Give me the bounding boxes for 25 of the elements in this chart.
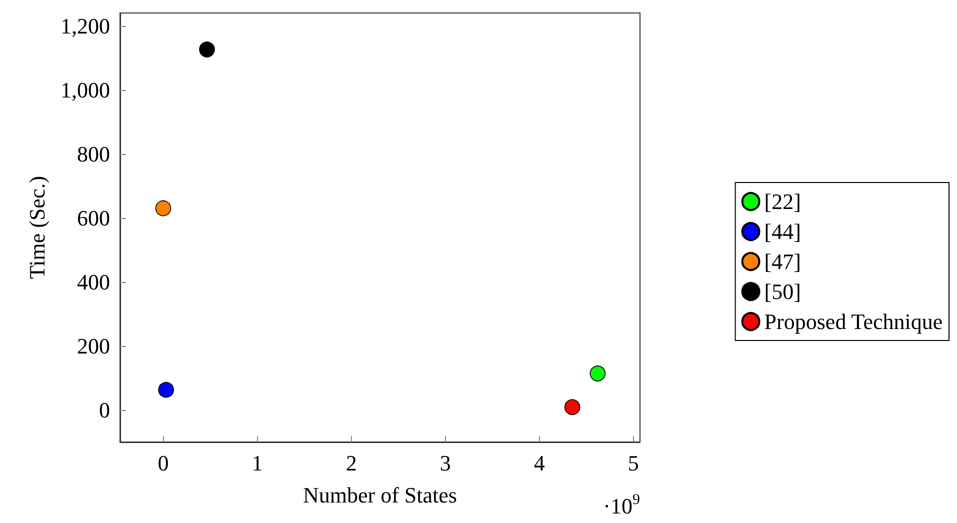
x-axis-title: Number of States (303, 482, 457, 508)
point (158, 382, 174, 398)
x-tick-label: 1 (252, 450, 263, 476)
y-tick-label: 400 (77, 269, 110, 294)
legend-label: Proposed Technique (764, 309, 943, 334)
x-tick-label: 2 (346, 450, 357, 476)
y-tick-label: 800 (77, 141, 110, 166)
x-tick-label: 4 (534, 450, 545, 476)
legend-label: [50] (764, 279, 801, 304)
x-tick-label: 5 (628, 450, 639, 476)
legend-label: [22] (764, 189, 801, 214)
y-tick-label: 600 (77, 205, 110, 230)
point (590, 366, 606, 382)
legend-label: [47] (764, 249, 801, 274)
point (199, 42, 215, 58)
legend-label: [44] (764, 219, 801, 244)
point (155, 200, 172, 216)
y-tick-label: 0 (99, 397, 110, 422)
y-tick-label: 1,000 (60, 77, 110, 102)
y-axis-title: Time (Sec.) (24, 176, 50, 280)
y-tick-label: 200 (77, 333, 110, 358)
x-tick-label: 0 (158, 450, 169, 476)
y-tick-label: 1,200 (60, 13, 110, 38)
x-tick-label: 3 (440, 450, 451, 476)
point (564, 399, 580, 415)
